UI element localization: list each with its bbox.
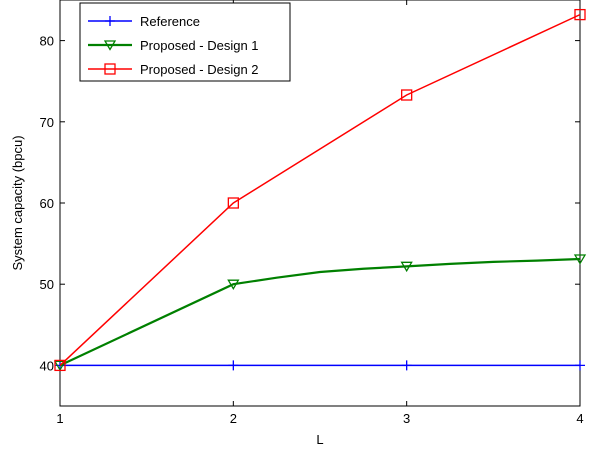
y-tick-label: 40 xyxy=(40,358,54,373)
data-point-marker xyxy=(573,254,587,265)
y-axis-label: System capacity (bpcu) xyxy=(10,135,25,270)
data-point-marker xyxy=(228,360,239,371)
data-point-marker xyxy=(401,89,413,101)
x-axis-label: L xyxy=(316,432,323,447)
series-layer xyxy=(53,8,587,372)
data-point-marker xyxy=(575,360,585,371)
legend: Reference Proposed - Design 1 Proposed - D… xyxy=(79,2,291,82)
y-tick-label: 70 xyxy=(40,115,54,130)
y-tick-label: 80 xyxy=(40,34,54,49)
legend-label: Proposed - Design 1 xyxy=(140,38,259,53)
data-point-marker xyxy=(227,279,240,290)
x-tick-label: 1 xyxy=(56,411,63,426)
legend-label: Proposed - Design 2 xyxy=(140,62,259,77)
y-tick-label: 60 xyxy=(40,196,54,211)
data-point-marker xyxy=(53,360,67,372)
series-2 xyxy=(54,8,586,372)
x-tick-label: 2 xyxy=(230,411,237,426)
x-tick-label: 3 xyxy=(403,411,410,426)
series-line xyxy=(59,13,581,366)
legend-marker xyxy=(104,63,116,75)
legend-entry: Proposed - Design 1 xyxy=(88,38,259,53)
x-tick-label: 4 xyxy=(576,411,583,426)
data-point-marker xyxy=(401,360,412,371)
legend-entry: Proposed - Design 2 xyxy=(88,62,259,77)
axis-ticks: 1 2 3 4 40 50 60 70 80 xyxy=(40,0,584,426)
y-tick-label: 50 xyxy=(40,277,54,292)
legend-marker xyxy=(105,16,115,26)
legend-marker xyxy=(103,40,117,51)
data-point-marker xyxy=(54,359,66,372)
data-point-marker xyxy=(574,8,586,21)
data-point-marker xyxy=(400,261,413,273)
legend-label: Reference xyxy=(140,14,200,29)
series-1 xyxy=(53,254,587,372)
data-point-marker xyxy=(227,197,239,209)
series-line xyxy=(59,257,581,367)
legend-entry: Reference xyxy=(88,14,200,29)
